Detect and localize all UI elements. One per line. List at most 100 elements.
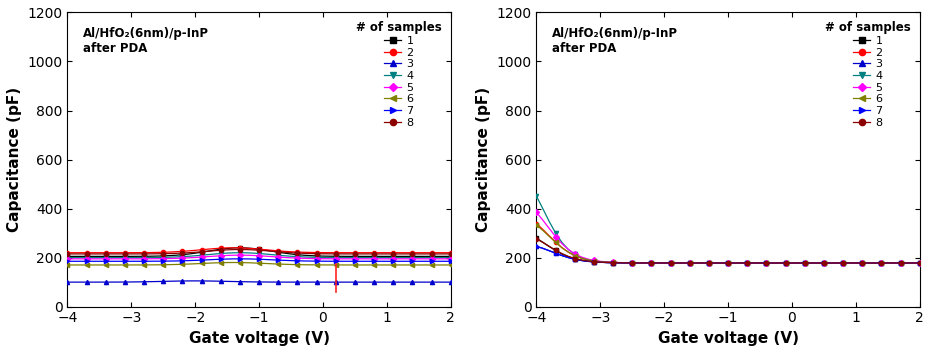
5 bbox=[914, 261, 925, 265]
8 bbox=[665, 261, 676, 265]
Y-axis label: Capacitance (pF): Capacitance (pF) bbox=[7, 87, 22, 232]
8 bbox=[61, 252, 73, 256]
3 bbox=[400, 280, 412, 284]
8 bbox=[735, 261, 747, 265]
1 bbox=[298, 253, 309, 257]
2 bbox=[620, 261, 631, 265]
5 bbox=[761, 261, 772, 265]
6 bbox=[228, 261, 239, 265]
7 bbox=[531, 244, 542, 249]
7 bbox=[152, 259, 163, 263]
Line: 7: 7 bbox=[65, 257, 452, 263]
4 bbox=[273, 253, 284, 257]
4 bbox=[608, 261, 619, 265]
1 bbox=[61, 254, 73, 258]
7 bbox=[196, 258, 208, 262]
7 bbox=[273, 258, 284, 262]
Text: Al/HfO₂(6nm)/p-InP
after PDA: Al/HfO₂(6nm)/p-InP after PDA bbox=[83, 27, 209, 55]
8 bbox=[273, 250, 284, 254]
2 bbox=[61, 251, 73, 255]
7 bbox=[61, 259, 73, 263]
1 bbox=[863, 261, 874, 265]
Line: 7: 7 bbox=[534, 244, 922, 265]
5 bbox=[152, 257, 163, 261]
6 bbox=[761, 261, 772, 265]
4 bbox=[620, 261, 631, 265]
2 bbox=[735, 261, 747, 265]
2 bbox=[400, 251, 412, 255]
4 bbox=[914, 261, 925, 265]
3 bbox=[608, 261, 619, 265]
7 bbox=[863, 261, 874, 265]
4 bbox=[298, 255, 309, 259]
3 bbox=[445, 280, 456, 284]
2 bbox=[445, 251, 456, 255]
6 bbox=[608, 260, 619, 264]
2 bbox=[228, 246, 239, 250]
1 bbox=[273, 250, 284, 254]
5 bbox=[298, 256, 309, 261]
2 bbox=[139, 251, 150, 255]
8 bbox=[298, 251, 309, 256]
Line: 1: 1 bbox=[65, 246, 452, 258]
Line: 2: 2 bbox=[534, 221, 922, 265]
Line: 3: 3 bbox=[65, 279, 452, 284]
2 bbox=[298, 250, 309, 255]
Line: 5: 5 bbox=[534, 210, 922, 265]
1 bbox=[139, 254, 150, 258]
3 bbox=[863, 261, 874, 265]
2 bbox=[863, 261, 874, 265]
4 bbox=[196, 253, 208, 257]
8 bbox=[445, 252, 456, 256]
2 bbox=[761, 261, 772, 265]
8 bbox=[400, 252, 412, 256]
6 bbox=[620, 261, 631, 265]
1 bbox=[196, 250, 208, 254]
3 bbox=[202, 279, 213, 283]
8 bbox=[914, 261, 925, 265]
6 bbox=[400, 263, 412, 267]
4 bbox=[235, 251, 246, 255]
3 bbox=[298, 280, 309, 284]
5 bbox=[735, 261, 747, 265]
5 bbox=[235, 253, 246, 257]
7 bbox=[914, 261, 925, 265]
5 bbox=[665, 261, 676, 265]
8 bbox=[139, 252, 150, 256]
5 bbox=[620, 261, 631, 265]
6 bbox=[298, 263, 309, 267]
5 bbox=[196, 255, 208, 259]
3 bbox=[735, 261, 747, 265]
8 bbox=[235, 247, 246, 252]
2 bbox=[273, 249, 284, 253]
3 bbox=[61, 280, 73, 284]
2 bbox=[152, 250, 163, 255]
7 bbox=[298, 259, 309, 263]
4 bbox=[665, 261, 676, 265]
1 bbox=[445, 254, 456, 258]
1 bbox=[531, 236, 542, 240]
1 bbox=[235, 246, 246, 250]
Line: 4: 4 bbox=[65, 251, 452, 260]
2 bbox=[608, 260, 619, 264]
4 bbox=[761, 261, 772, 265]
6 bbox=[273, 262, 284, 266]
3 bbox=[914, 261, 925, 265]
4 bbox=[531, 194, 542, 198]
1 bbox=[735, 261, 747, 265]
5 bbox=[273, 255, 284, 259]
7 bbox=[620, 261, 631, 265]
6 bbox=[445, 263, 456, 267]
7 bbox=[735, 261, 747, 265]
6 bbox=[196, 261, 208, 265]
1 bbox=[620, 261, 631, 265]
Line: 3: 3 bbox=[534, 244, 922, 265]
1 bbox=[152, 254, 163, 258]
6 bbox=[152, 263, 163, 267]
5 bbox=[400, 257, 412, 261]
7 bbox=[400, 259, 412, 263]
8 bbox=[531, 237, 542, 241]
5 bbox=[445, 257, 456, 261]
3 bbox=[190, 279, 201, 283]
Legend: 1, 2, 3, 4, 5, 6, 7, 8: 1, 2, 3, 4, 5, 6, 7, 8 bbox=[353, 18, 445, 131]
